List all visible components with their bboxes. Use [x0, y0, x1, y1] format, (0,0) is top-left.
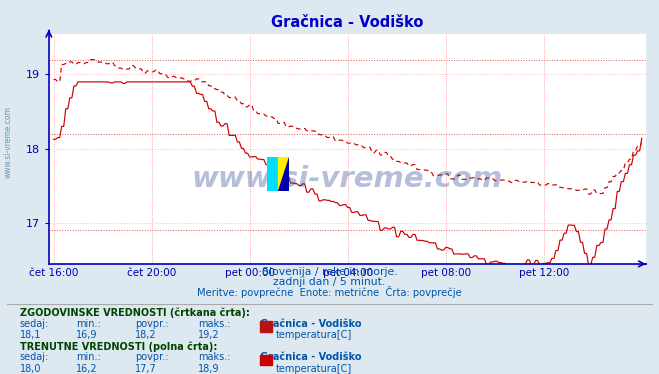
- Text: TRENUTNE VREDNOSTI (polna črta):: TRENUTNE VREDNOSTI (polna črta):: [20, 341, 217, 352]
- Text: povpr.:: povpr.:: [135, 352, 169, 362]
- Polygon shape: [278, 157, 289, 191]
- Text: 18,9: 18,9: [198, 364, 219, 374]
- Text: temperatura[C]: temperatura[C]: [276, 364, 353, 374]
- Text: temperatura[C]: temperatura[C]: [276, 330, 353, 340]
- Bar: [278, 157, 289, 191]
- Text: Gračnica - Vodiško: Gračnica - Vodiško: [260, 319, 362, 329]
- Text: min.:: min.:: [76, 352, 101, 362]
- Text: Meritve: povprečne  Enote: metrične  Črta: povprečje: Meritve: povprečne Enote: metrične Črta:…: [197, 286, 462, 298]
- Text: www.si-vreme.com: www.si-vreme.com: [192, 165, 503, 193]
- Text: sedaj:: sedaj:: [20, 319, 49, 329]
- Text: zadnji dan / 5 minut.: zadnji dan / 5 minut.: [273, 278, 386, 287]
- Text: 16,9: 16,9: [76, 330, 98, 340]
- Text: min.:: min.:: [76, 319, 101, 329]
- Text: 18,2: 18,2: [135, 330, 157, 340]
- Text: maks.:: maks.:: [198, 352, 230, 362]
- Text: 18,1: 18,1: [20, 330, 42, 340]
- Text: 17,7: 17,7: [135, 364, 157, 374]
- Text: www.si-vreme.com: www.si-vreme.com: [4, 106, 13, 178]
- Text: 16,2: 16,2: [76, 364, 98, 374]
- Text: ZGODOVINSKE VREDNOSTI (črtkana črta):: ZGODOVINSKE VREDNOSTI (črtkana črta):: [20, 307, 250, 318]
- Text: sedaj:: sedaj:: [20, 352, 49, 362]
- Text: 18,0: 18,0: [20, 364, 42, 374]
- Text: 19,2: 19,2: [198, 330, 219, 340]
- Text: Slovenija / reke in morje.: Slovenija / reke in morje.: [262, 267, 397, 277]
- Text: povpr.:: povpr.:: [135, 319, 169, 329]
- Bar: [267, 157, 278, 191]
- Title: Gračnica - Vodiško: Gračnica - Vodiško: [272, 15, 424, 30]
- Text: Gračnica - Vodiško: Gračnica - Vodiško: [260, 352, 362, 362]
- Text: maks.:: maks.:: [198, 319, 230, 329]
